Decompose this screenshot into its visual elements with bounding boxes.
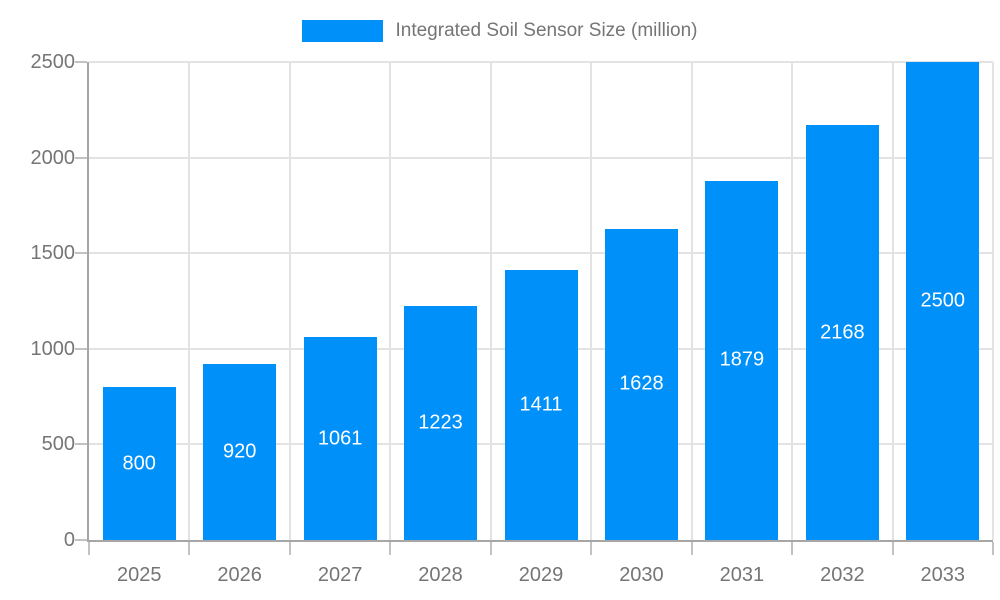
y-axis: 0 500 1000 1500 2000 2500 [0, 51, 76, 551]
x-axis-label: 2033 [920, 564, 966, 586]
y-axis-label: 2000 [30, 146, 76, 169]
bar-value-label: 1061 [317, 427, 363, 450]
gridline-horizontal [89, 61, 993, 63]
bar[interactable]: 920 [203, 364, 277, 540]
x-tick-mark [690, 542, 693, 555]
x-tick-mark [88, 542, 90, 555]
bar-value-label: 1223 [418, 411, 463, 434]
x-tick-mark [288, 542, 291, 555]
x-tick-mark [188, 542, 191, 555]
bar-value-label: 920 [222, 440, 257, 463]
gridline-vertical [690, 62, 693, 540]
x-tick-mark [992, 542, 994, 555]
gridline-vertical [791, 62, 794, 540]
gridline-vertical [389, 62, 392, 540]
y-axis-line [87, 62, 89, 542]
y-axis-label: 0 [63, 529, 75, 551]
y-axis-label: 1000 [30, 337, 76, 360]
x-axis-label: 2031 [719, 564, 765, 586]
x-axis: 2025 2026 2027 2028 2029 2030 2031 2032 2033 [89, 562, 993, 588]
y-tick-mark [75, 443, 87, 446]
legend-swatch [302, 20, 384, 42]
x-axis-label: 2026 [217, 564, 262, 586]
bar[interactable]: 1879 [705, 180, 779, 540]
x-axis-label: 2030 [619, 564, 664, 586]
x-axis-label: 2025 [116, 564, 162, 586]
x-tick-mark [791, 542, 794, 555]
bar[interactable]: 1061 [303, 337, 377, 540]
gridline-vertical [590, 62, 593, 540]
bar[interactable]: 2168 [805, 125, 879, 540]
bar[interactable]: 800 [102, 387, 176, 540]
y-tick-mark [75, 347, 87, 350]
gridline-vertical [188, 62, 191, 540]
gridline-vertical [992, 62, 994, 540]
gridline-vertical [489, 62, 492, 540]
bar[interactable]: 1628 [604, 228, 678, 540]
x-tick-mark [590, 542, 593, 555]
bar-value-label: 800 [122, 452, 156, 475]
x-tick-mark [389, 542, 392, 555]
x-axis-label: 2032 [820, 564, 865, 586]
gridline-vertical [891, 62, 894, 540]
x-tick-mark [489, 542, 492, 555]
y-tick-mark [75, 539, 87, 541]
bar[interactable]: 2500 [906, 62, 980, 540]
gridline-horizontal [89, 252, 993, 255]
gridline-horizontal [89, 156, 993, 159]
bar-value-label: 1628 [619, 372, 664, 395]
x-axis-label: 2029 [518, 564, 564, 586]
bar[interactable]: 1223 [404, 306, 478, 540]
gridline-vertical [288, 62, 291, 540]
bar-value-label: 1879 [719, 348, 765, 371]
bar-value-label: 2168 [820, 321, 865, 344]
plot-area: 800 920 1061 1223 1411 1628 1879 2168 2500 [75, 61, 994, 555]
bar-value-label: 2500 [920, 289, 966, 312]
y-axis-label: 500 [41, 433, 75, 456]
y-tick-mark [75, 61, 87, 63]
legend-label: Integrated Soil Sensor Size (million) [395, 20, 698, 41]
y-tick-mark [75, 156, 87, 159]
x-tick-mark [891, 542, 894, 555]
x-axis-label: 2028 [418, 564, 463, 586]
bar[interactable]: 1411 [504, 270, 578, 540]
x-axis-label: 2027 [317, 564, 363, 586]
y-tick-mark [75, 252, 87, 255]
y-axis-label: 2500 [30, 51, 76, 73]
bar-value-label: 1411 [519, 393, 563, 416]
y-axis-label: 1500 [30, 242, 76, 265]
chart-legend[interactable]: Integrated Soil Sensor Size (million) [0, 19, 1000, 43]
x-axis-line [87, 540, 993, 542]
